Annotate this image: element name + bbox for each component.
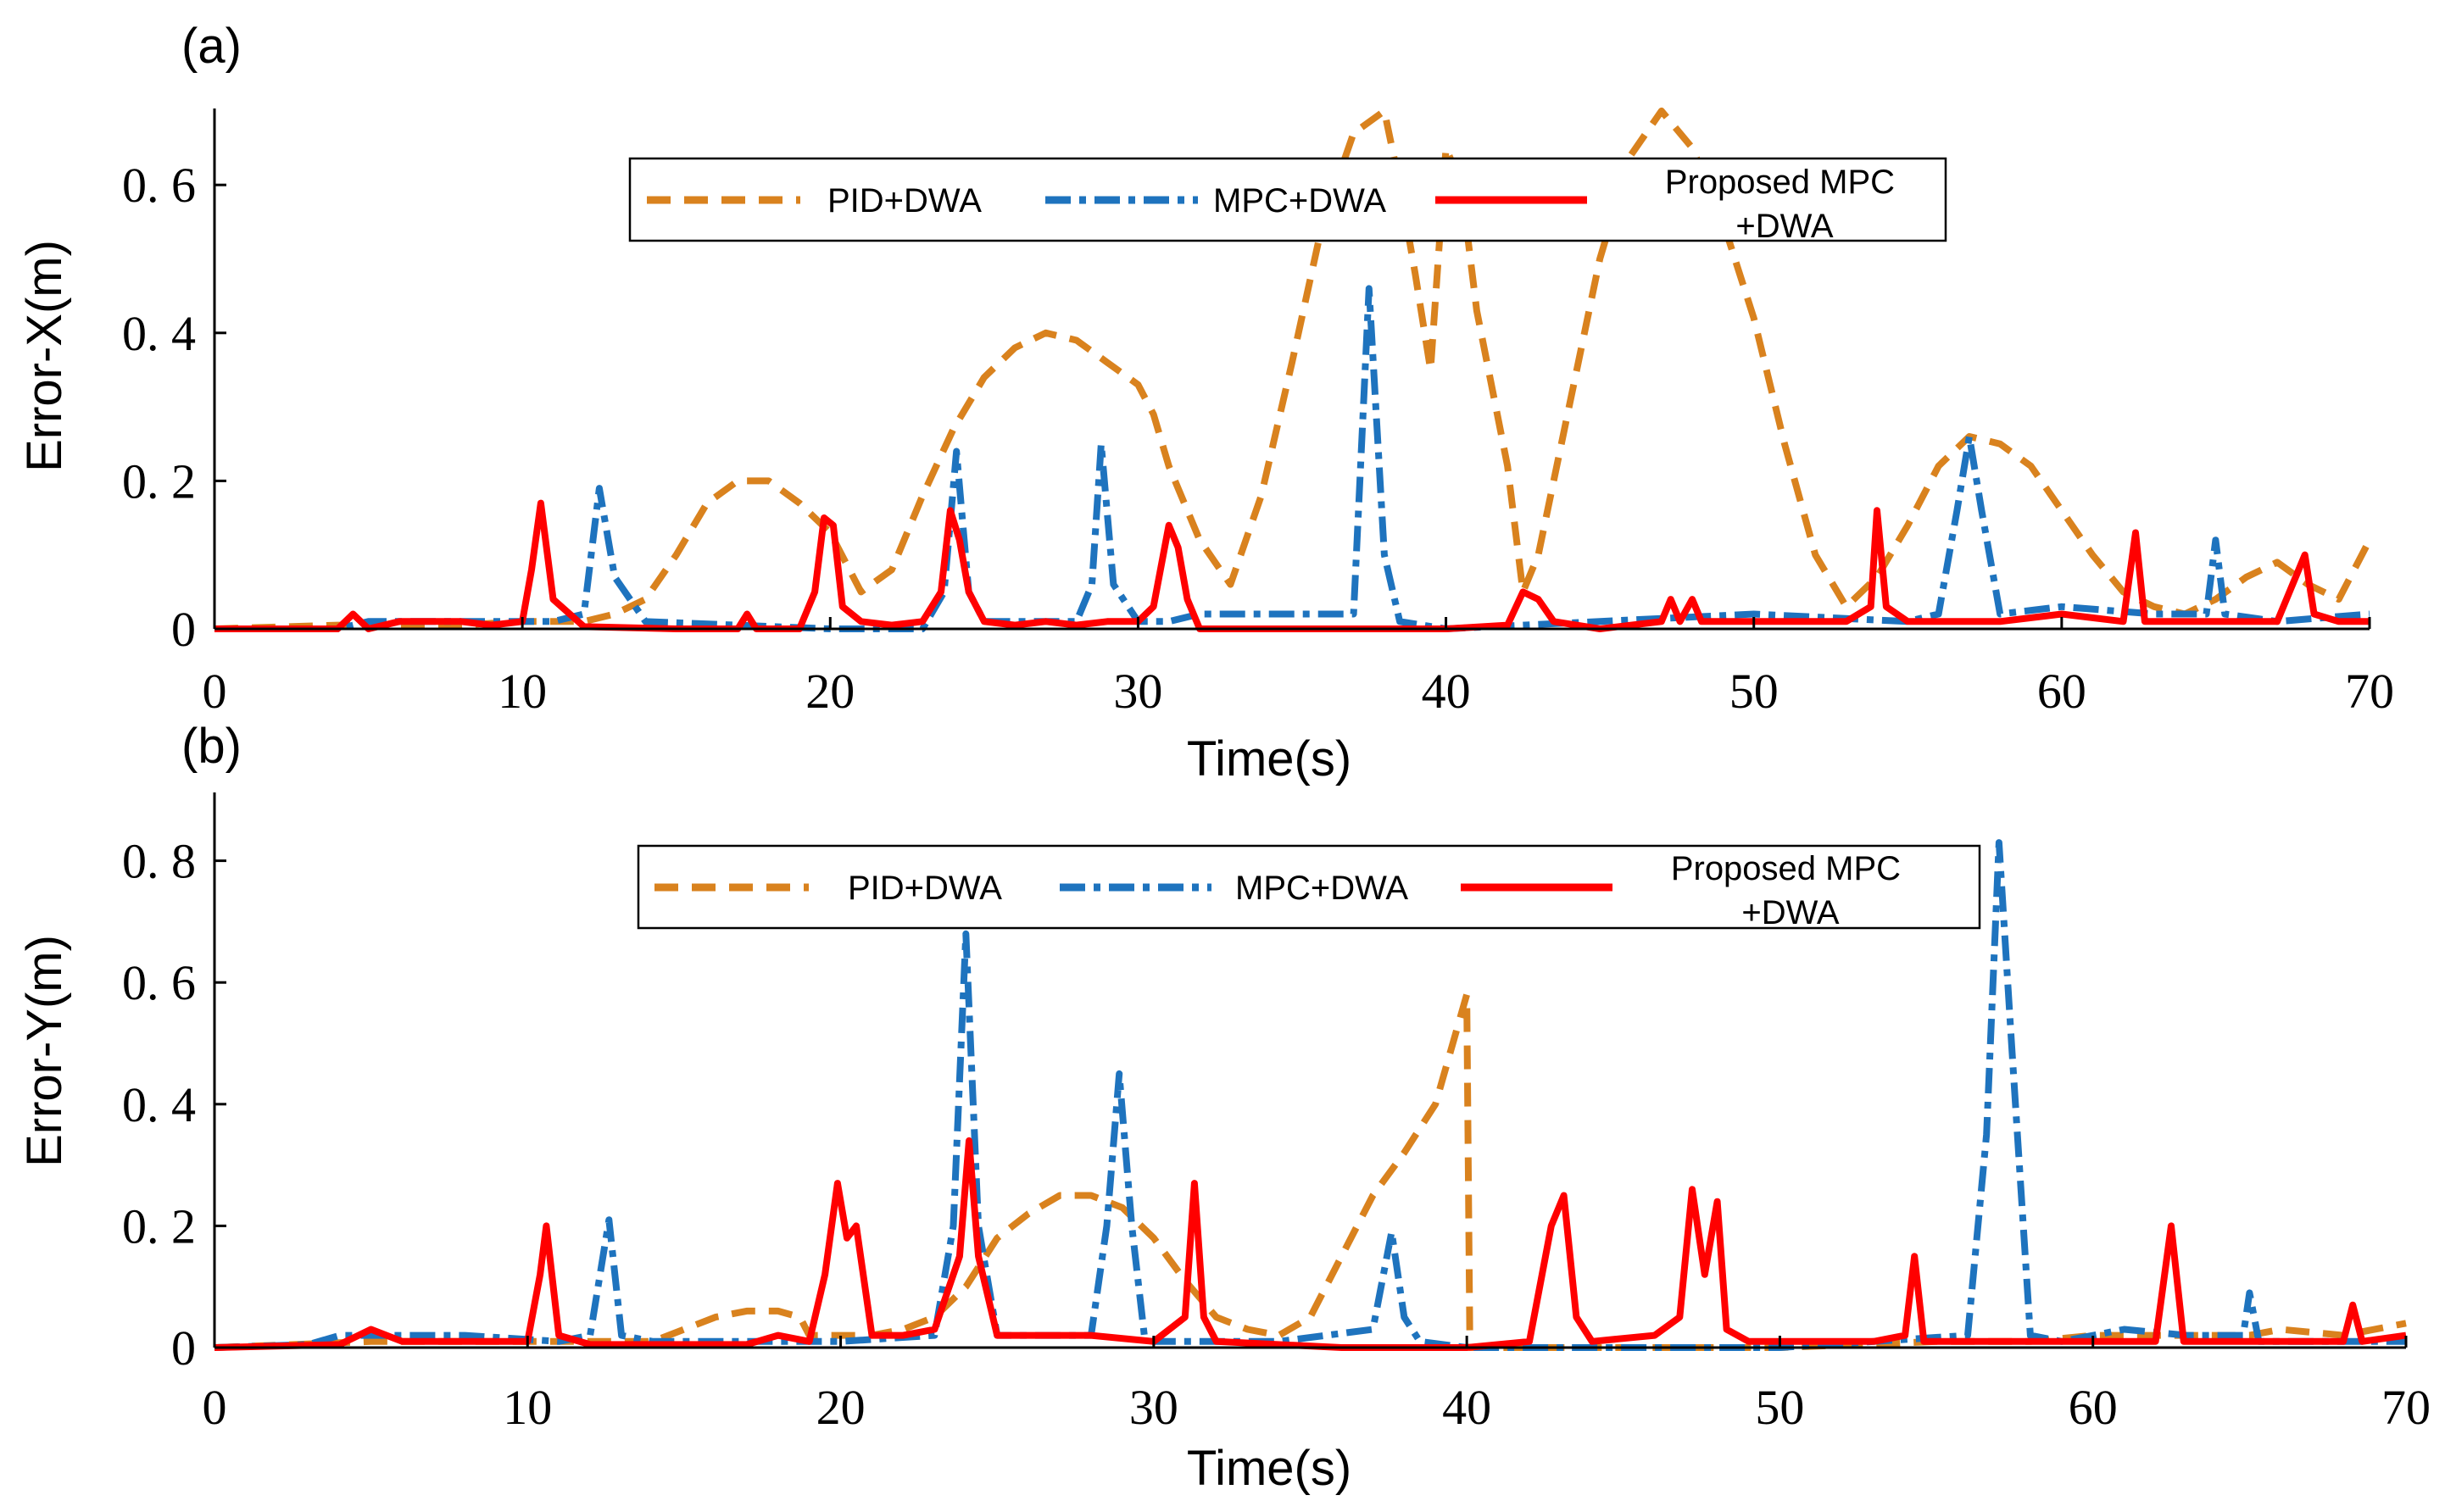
y-tick-label-b: 0. 6: [122, 955, 196, 1010]
y-tick-label-b: 0. 8: [122, 834, 196, 889]
y-tick-label-a: 0. 4: [122, 306, 196, 361]
x-tick-label-a: 40: [1422, 664, 1471, 719]
legend-label-proposed-line2-a: +DWA: [1735, 208, 1834, 245]
x-tick-label-b: 30: [1129, 1380, 1178, 1435]
panel-a: (a) Error-X(m) Time(s) 0 0. 2 0. 4 0. 6 0 10…: [17, 19, 2394, 787]
x-tick-label-b: 0: [203, 1380, 227, 1435]
legend-label-mpc-dwa-b: MPC+DWA: [1235, 870, 1408, 907]
x-tick-label-a: 60: [2037, 664, 2086, 719]
legend-box-b: [637, 844, 1981, 930]
legend-label-pid-dwa-b: PID+DWA: [848, 870, 1002, 907]
legend-label-proposed-line2-b: +DWA: [1741, 894, 1840, 931]
legend-label-proposed-line1-a: Proposed MPC: [1665, 164, 1895, 201]
x-tick-label-a: 30: [1113, 664, 1162, 719]
y-ticks-a: 0 0. 2 0. 4 0. 6: [122, 158, 226, 657]
legend-label-proposed-a: Proposed MPC +DWA: [1665, 164, 1904, 245]
y-tick-label-b: 0. 4: [122, 1077, 196, 1132]
y-tick-label-b: 0. 2: [122, 1198, 196, 1254]
panel-label-a: (a): [181, 19, 242, 74]
legend-label-mpc-dwa-a: MPC+DWA: [1213, 182, 1386, 220]
x-ticks-b: 0 10 20 30 40 50 60 70: [203, 1336, 2431, 1435]
x-axis-label-b: Time(s): [1187, 1441, 1351, 1496]
panel-label-b: (b): [181, 719, 242, 774]
x-tick-label-b: 20: [816, 1380, 866, 1435]
x-axis-label-a: Time(s): [1187, 731, 1351, 787]
x-tick-label-b: 60: [2069, 1380, 2118, 1435]
legend-label-proposed-b: Proposed MPC +DWA: [1671, 850, 1910, 931]
y-axis-label-b: Error-Y(m): [17, 935, 72, 1167]
x-tick-label-a: 0: [203, 664, 227, 719]
y-tick-label-a: 0: [171, 602, 196, 657]
y-tick-label-a: 0. 6: [122, 158, 196, 213]
series-line-proposed-mpc-dwa-b: [214, 1137, 2407, 1351]
legend-a: PID+DWA MPC+DWA Proposed MPC +DWA: [628, 157, 1947, 245]
legend-label-pid-dwa-a: PID+DWA: [827, 182, 982, 220]
plot-area-b: 0 0. 2 0. 4 0. 6 0. 8 0 10 20 30 40 50 60 70: [122, 792, 2431, 1435]
x-tick-label-a: 50: [1729, 664, 1779, 719]
x-tick-label-b: 10: [503, 1380, 552, 1435]
series-line-mpc-dwa-a: [214, 285, 2370, 632]
x-tick-label-a: 20: [805, 664, 855, 719]
x-tick-label-a: 70: [2345, 664, 2394, 719]
legend-label-proposed-line1-b: Proposed MPC: [1671, 850, 1901, 887]
plot-area-a: 0 0. 2 0. 4 0. 6 0 10 20 30 40 50 60 70: [122, 107, 2394, 719]
x-ticks-a: 0 10 20 30 40 50 60 70: [203, 617, 2394, 719]
x-tick-label-b: 50: [1755, 1380, 1804, 1435]
y-ticks-b: 0 0. 2 0. 4 0. 6 0. 8: [122, 834, 226, 1376]
x-tick-label-b: 70: [2381, 1380, 2431, 1435]
y-axis-label-a: Error-X(m): [17, 240, 72, 472]
y-tick-label-b: 0: [171, 1320, 196, 1376]
x-tick-label-a: 10: [498, 664, 547, 719]
legend-b: PID+DWA MPC+DWA Proposed MPC +DWA: [637, 844, 1981, 931]
x-tick-label-b: 40: [1442, 1380, 1491, 1435]
y-tick-label-a: 0. 2: [122, 453, 196, 509]
legend-box-a: [628, 157, 1947, 242]
panel-b: (b) Error-Y(m) Time(s) 0 0. 2 0. 4 0. 6 0. 8…: [17, 719, 2431, 1496]
series-line-pid-dwa-a: [214, 107, 2373, 632]
